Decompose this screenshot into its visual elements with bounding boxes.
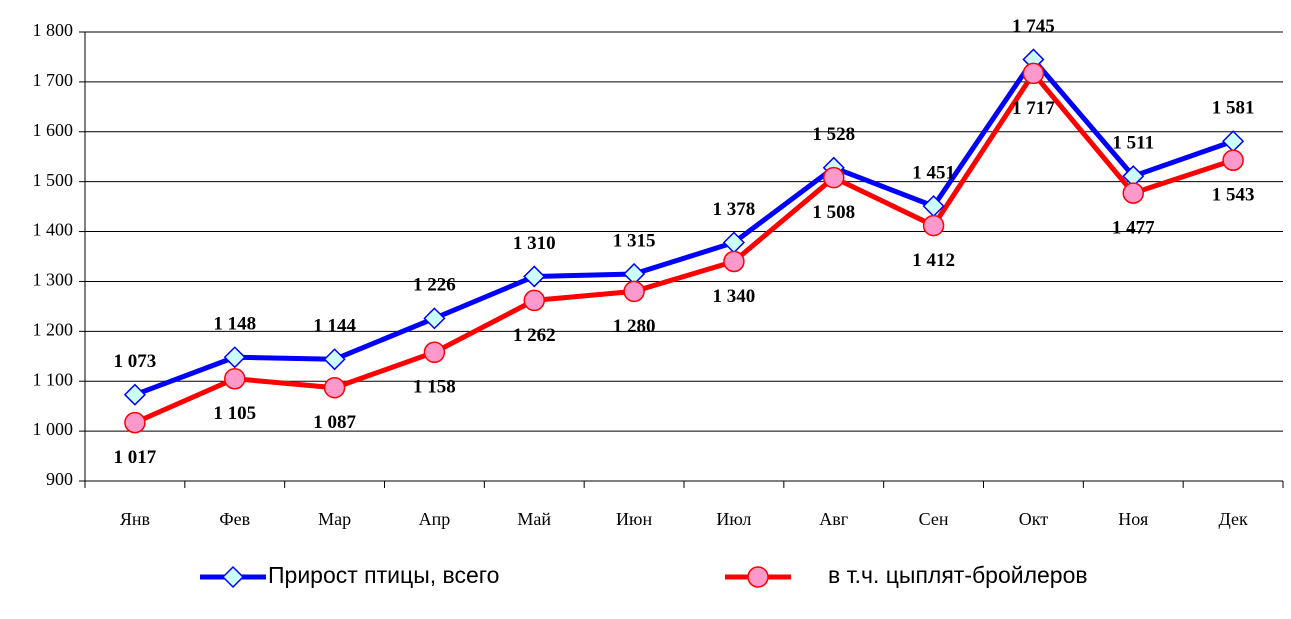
legend-label: в т.ч. цыплят-бройлеров <box>828 562 1088 588</box>
data-label: 1 262 <box>513 325 556 346</box>
legend-marker <box>221 565 245 589</box>
data-label: 1 511 <box>1112 133 1154 154</box>
data-label: 1 528 <box>812 124 855 145</box>
data-label: 1 451 <box>912 162 955 183</box>
x-tick-label: Май <box>517 509 551 529</box>
data-point <box>423 307 446 330</box>
data-label: 1 745 <box>1012 16 1055 37</box>
data-label: 1 144 <box>313 316 356 337</box>
y-tick-label: 1 400 <box>33 220 74 240</box>
data-point <box>223 346 246 369</box>
data-point <box>224 367 246 390</box>
data-label: 1 105 <box>213 403 256 424</box>
data-point <box>523 289 545 312</box>
data-label: 1 087 <box>313 412 356 433</box>
data-point <box>623 280 645 303</box>
data-point <box>723 250 745 273</box>
data-label: 1 315 <box>613 230 656 251</box>
x-tick-label: Апр <box>419 509 451 529</box>
legend-marker <box>747 566 769 588</box>
data-label: 1 280 <box>613 316 656 337</box>
y-tick-label: 1 000 <box>33 419 74 439</box>
data-label: 1 310 <box>513 233 556 254</box>
x-tick-label: Дек <box>1218 509 1247 529</box>
y-tick-label: 1 100 <box>33 369 74 389</box>
data-label: 1 226 <box>413 275 456 296</box>
data-label: 1 717 <box>1012 98 1055 119</box>
x-tick-label: Ноя <box>1118 509 1148 529</box>
data-point <box>1022 62 1045 85</box>
y-tick-label: 1 500 <box>33 170 74 190</box>
data-label: 1 581 <box>1212 98 1255 119</box>
data-label: 1 148 <box>213 314 256 335</box>
data-point <box>523 265 546 288</box>
data-label: 1 073 <box>114 351 157 372</box>
data-point <box>124 411 146 434</box>
x-tick-label: Авг <box>819 509 848 529</box>
x-tick-label: Мар <box>318 509 351 529</box>
data-point <box>922 214 945 237</box>
data-label: 1 378 <box>713 199 756 220</box>
data-point <box>323 376 346 399</box>
data-point <box>423 341 446 364</box>
y-tick-label: 1 300 <box>33 270 74 290</box>
series-line <box>134 56 1234 398</box>
legend-label: Прирост птицы, всего <box>268 562 499 588</box>
data-point <box>323 348 346 371</box>
data-label: 1 477 <box>1112 218 1155 239</box>
y-tick-label: 1 600 <box>33 120 74 140</box>
x-tick-label: Янв <box>120 509 150 529</box>
data-label: 1 508 <box>812 202 855 223</box>
y-tick-label: 900 <box>46 469 73 489</box>
x-tick-label: Июл <box>716 509 751 529</box>
data-label: 1 543 <box>1212 185 1255 206</box>
data-label: 1 158 <box>413 377 456 398</box>
y-tick-label: 1 800 <box>33 20 74 40</box>
x-tick-label: Июн <box>616 509 652 529</box>
data-label: 1 017 <box>114 447 157 468</box>
data-label: 1 340 <box>713 286 756 307</box>
data-point <box>1222 130 1245 153</box>
data-point <box>123 383 146 406</box>
data-point <box>1122 182 1144 204</box>
data-label: 1 412 <box>912 250 955 271</box>
y-tick-label: 1 700 <box>33 70 74 90</box>
x-tick-label: Фев <box>219 509 250 529</box>
x-tick-label: Окт <box>1019 509 1049 529</box>
data-point <box>1222 149 1244 171</box>
series-line <box>133 70 1234 425</box>
x-tick-label: Сен <box>919 509 949 529</box>
data-point <box>823 166 845 189</box>
y-tick-label: 1 200 <box>33 319 74 339</box>
